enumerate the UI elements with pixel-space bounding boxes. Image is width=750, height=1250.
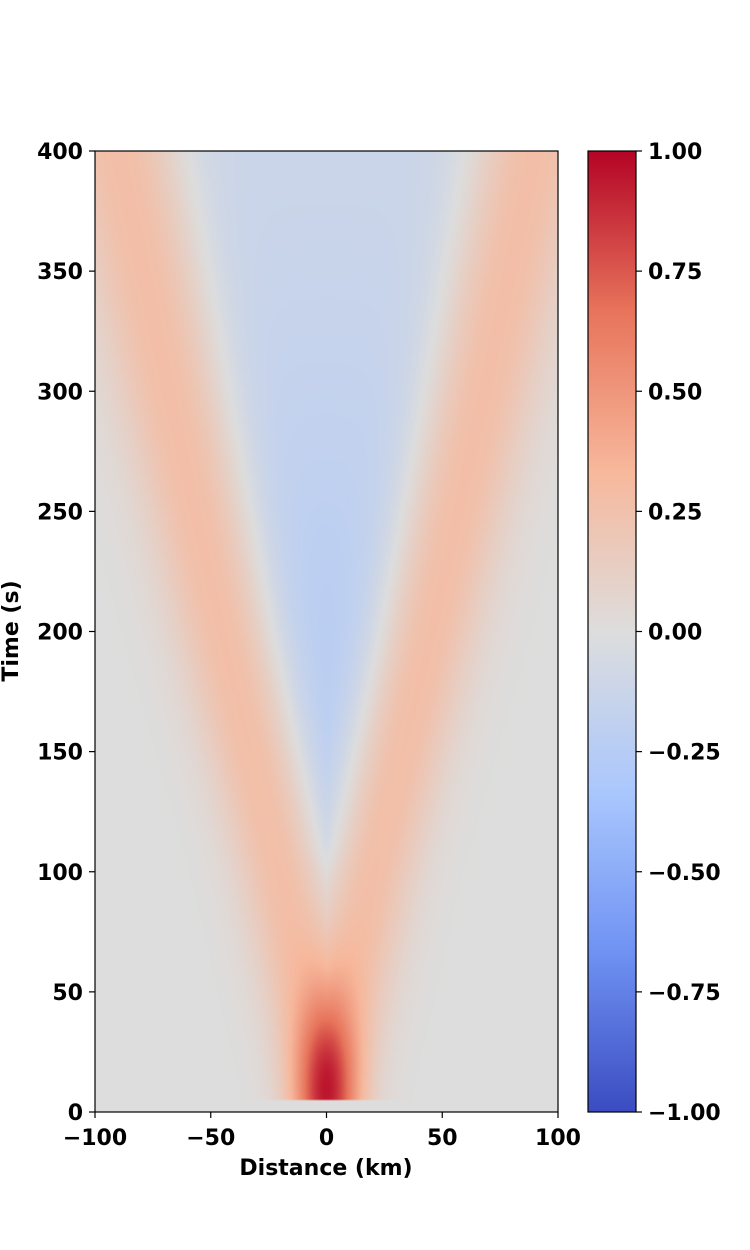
y-tick-label: 150 xyxy=(37,741,83,766)
x-axis-ticks: −100 −50 0 50 100 xyxy=(63,1112,581,1151)
colorbar-tick-label: 1.00 xyxy=(648,140,702,165)
colorbar-tick-label: 0.00 xyxy=(648,621,702,646)
x-tick-label: 100 xyxy=(535,1126,581,1151)
colorbar-tick-label: 0.75 xyxy=(648,260,702,285)
y-tick-label: 200 xyxy=(37,621,83,646)
colorbar-tick-label: 0.50 xyxy=(648,380,702,405)
y-tick-label: 50 xyxy=(52,981,83,1006)
colorbar-gradient xyxy=(587,150,637,1113)
y-tick-label: 350 xyxy=(37,260,83,285)
x-axis-label: Distance (km) xyxy=(239,1156,412,1181)
y-axis-label: Time (s) xyxy=(0,580,24,681)
x-tick-label: −100 xyxy=(63,1126,127,1151)
colorbar-ticks: −1.00 −0.75 −0.50 −0.25 0.00 0.25 0.50 0.75 1.00 xyxy=(636,140,721,1126)
colorbar-tick-label: 0.25 xyxy=(648,500,702,525)
colorbar-tick-label: −0.25 xyxy=(648,741,721,766)
x-tick-label: −50 xyxy=(186,1126,235,1151)
y-tick-label: 250 xyxy=(37,500,83,525)
y-tick-label: 300 xyxy=(37,380,83,405)
colorbar-tick-label: −1.00 xyxy=(648,1101,721,1126)
y-axis-ticks: 0 50 100 150 200 250 300 350 400 xyxy=(37,140,95,1126)
plot-area: −100 −50 0 50 100 0 50 100 150 200 250 300 350 400 D… xyxy=(0,140,581,1181)
y-tick-label: 400 xyxy=(37,140,83,165)
y-tick-label: 100 xyxy=(37,861,83,886)
y-tick-label: 0 xyxy=(68,1101,83,1126)
colorbar-tick-label: −0.75 xyxy=(648,981,721,1006)
colorbar: −1.00 −0.75 −0.50 −0.25 0.00 0.25 0.50 0.75 1.00 xyxy=(587,140,721,1126)
colorbar-tick-label: −0.50 xyxy=(648,861,721,886)
x-tick-label: 50 xyxy=(427,1126,458,1151)
heatmap-field xyxy=(95,151,558,1112)
x-tick-label: 0 xyxy=(319,1126,334,1151)
